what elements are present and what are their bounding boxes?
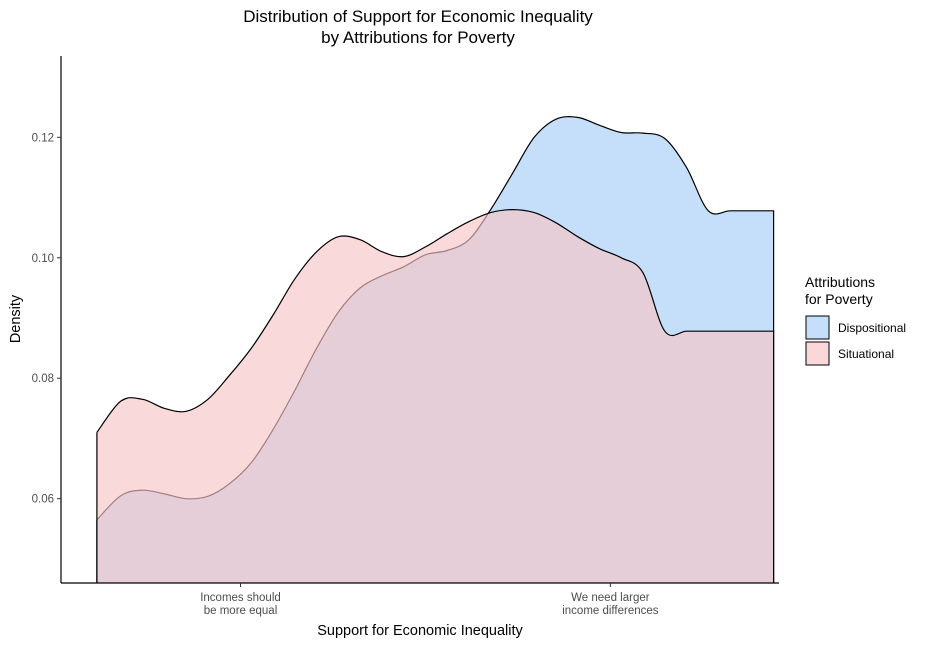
x-axis-title: Support for Economic Inequality xyxy=(317,623,523,639)
y-axis-title: Density xyxy=(8,294,24,343)
y-tick-label: 0.08 xyxy=(32,373,54,385)
chart-title-line-2: by Attributions for Poverty xyxy=(321,28,515,47)
density-area-situational xyxy=(96,209,774,583)
legend-label-situational: Situational xyxy=(838,347,894,361)
x-tick-label: We need larger xyxy=(571,592,650,604)
legend: Attributions for Poverty Dispositional S… xyxy=(805,274,906,366)
y-tick-label: 0.06 xyxy=(32,494,54,506)
legend-swatch-dispositional xyxy=(805,315,830,340)
legend-title-line-2: for Poverty xyxy=(805,291,873,307)
legend-swatch-situational xyxy=(805,341,830,366)
legend-label-dispositional: Dispositional xyxy=(838,321,906,335)
plot-area xyxy=(96,116,775,583)
y-axis-ticks: 0.06 0.08 0.10 0.12 xyxy=(32,132,61,506)
density-outline-situational xyxy=(96,208,775,583)
x-tick-label: income differences xyxy=(562,605,659,617)
x-tick-label: be more equal xyxy=(204,605,278,617)
y-tick-label: 0.10 xyxy=(32,253,54,265)
x-tick-label: Incomes should xyxy=(200,592,281,604)
legend-title-line-1: Attributions xyxy=(805,274,875,290)
chart-title-line-1: Distribution of Support for Economic Ine… xyxy=(243,7,593,26)
y-tick-label: 0.12 xyxy=(32,132,54,144)
